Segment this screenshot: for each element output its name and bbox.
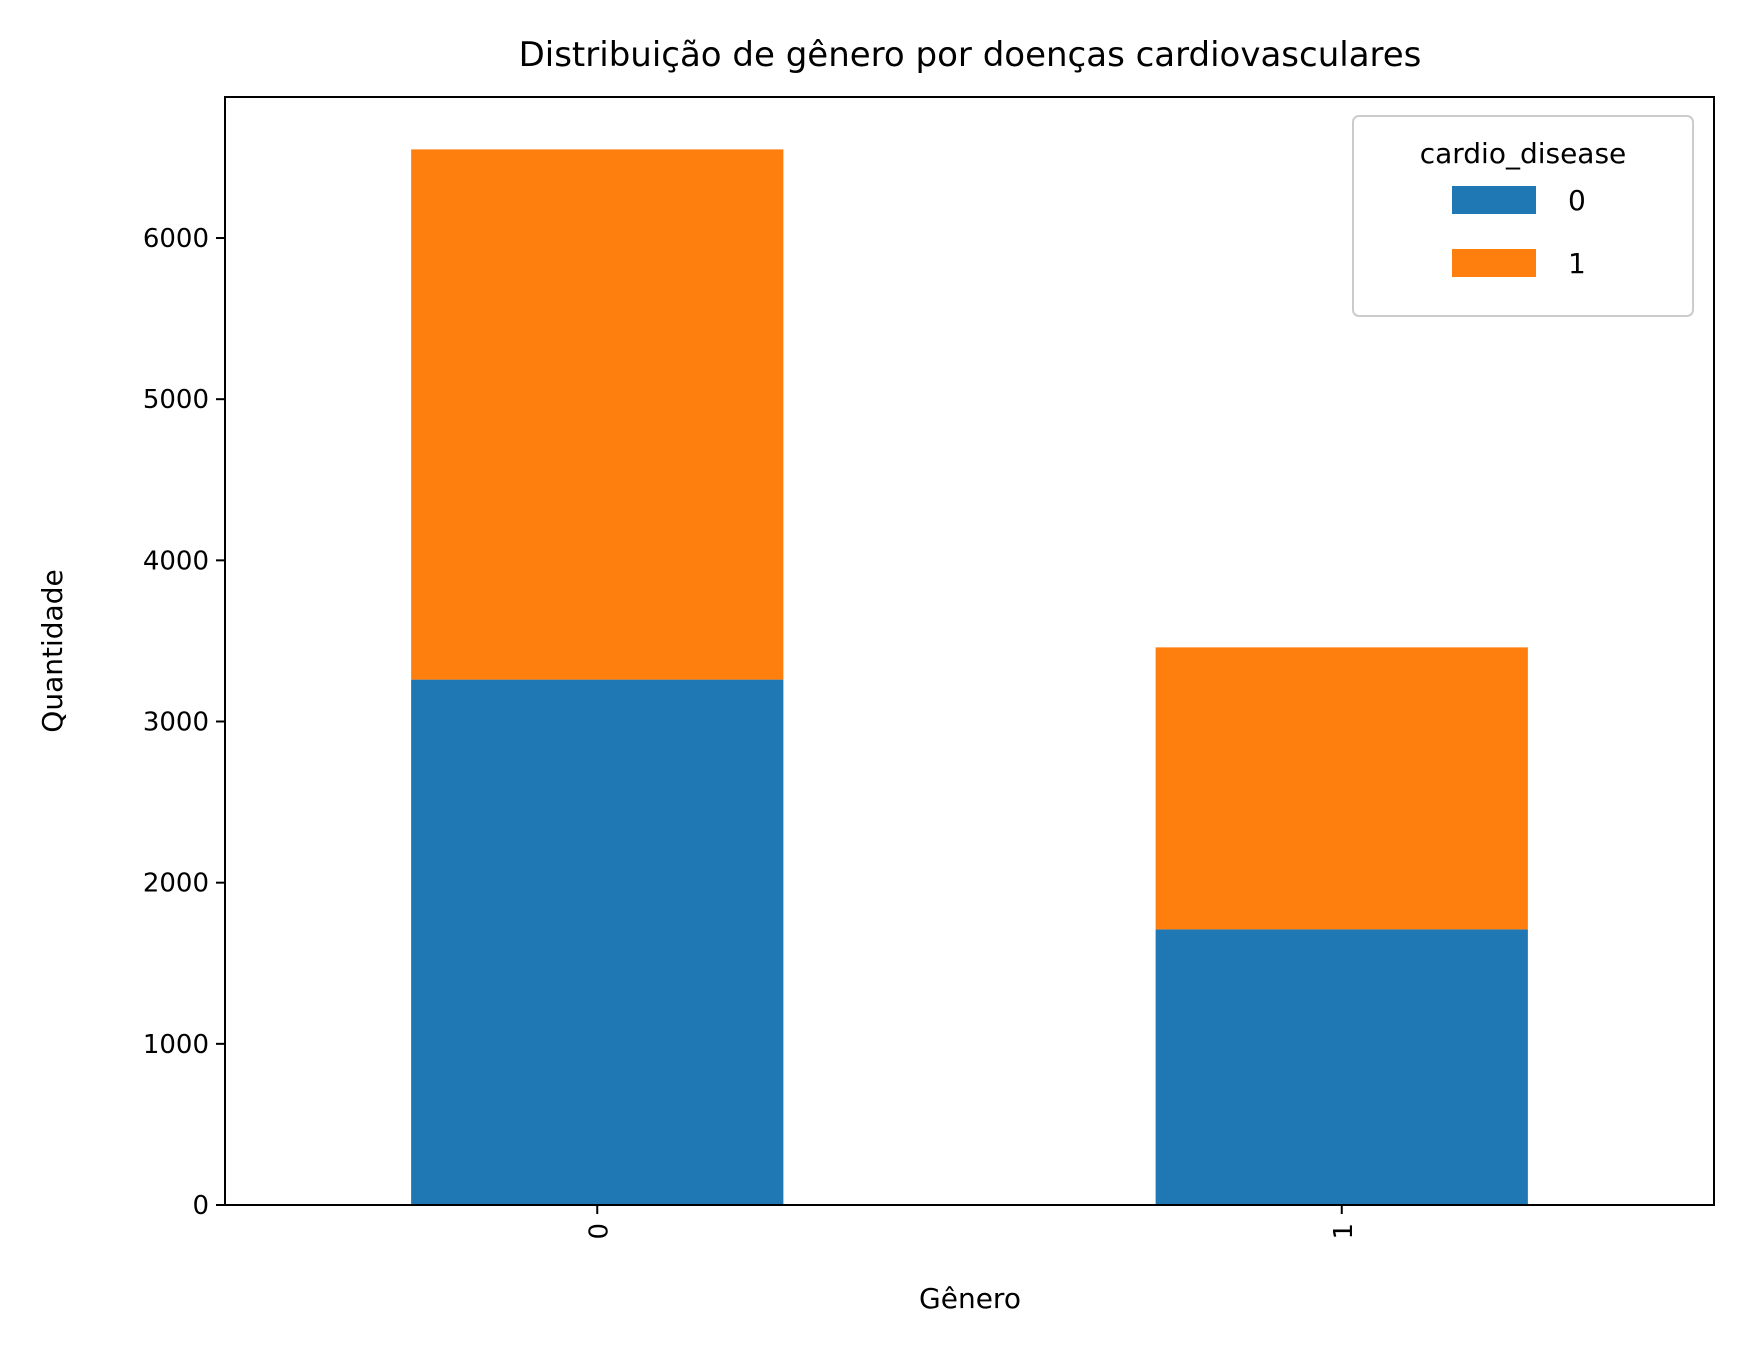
legend-label-0: 0 bbox=[1568, 184, 1586, 217]
legend-items: 01 bbox=[1452, 184, 1586, 280]
legend: cardio_disease 01 bbox=[1352, 115, 1694, 317]
y-tick-label: 4000 bbox=[143, 546, 209, 576]
bars-group bbox=[411, 149, 1528, 1205]
legend-label-1: 1 bbox=[1568, 247, 1586, 280]
bar-gender-0-cardio-1 bbox=[411, 149, 784, 680]
x-tick-label: 1 bbox=[1329, 1223, 1359, 1240]
y-tick-label: 2000 bbox=[143, 869, 209, 899]
legend-title: cardio_disease bbox=[1420, 137, 1627, 170]
y-tick-label: 5000 bbox=[143, 385, 209, 415]
legend-frame bbox=[1352, 115, 1694, 317]
legend-swatch-0 bbox=[1452, 186, 1536, 214]
legend-swatch-1 bbox=[1452, 249, 1536, 277]
y-tick-label: 3000 bbox=[143, 708, 209, 738]
y-axis: 0 1000 2000 3000 4000 5000 6000 bbox=[143, 224, 225, 1221]
chart-title: Distribuição de gênero por doenças cardi… bbox=[519, 35, 1422, 75]
bar-gender-1-cardio-1 bbox=[1155, 647, 1528, 930]
bar-gender-1-cardio-0 bbox=[1155, 929, 1528, 1205]
y-tick-label: 6000 bbox=[143, 224, 209, 254]
y-tick-label: 0 bbox=[192, 1191, 209, 1221]
y-tick-label: 1000 bbox=[143, 1030, 209, 1060]
y-axis-label: Quantidade bbox=[36, 569, 69, 732]
x-tick-label: 0 bbox=[584, 1223, 614, 1240]
plot-frame bbox=[224, 96, 1715, 1206]
bar-gender-0-cardio-0 bbox=[411, 679, 784, 1205]
x-axis-label: Gênero bbox=[919, 1282, 1021, 1315]
